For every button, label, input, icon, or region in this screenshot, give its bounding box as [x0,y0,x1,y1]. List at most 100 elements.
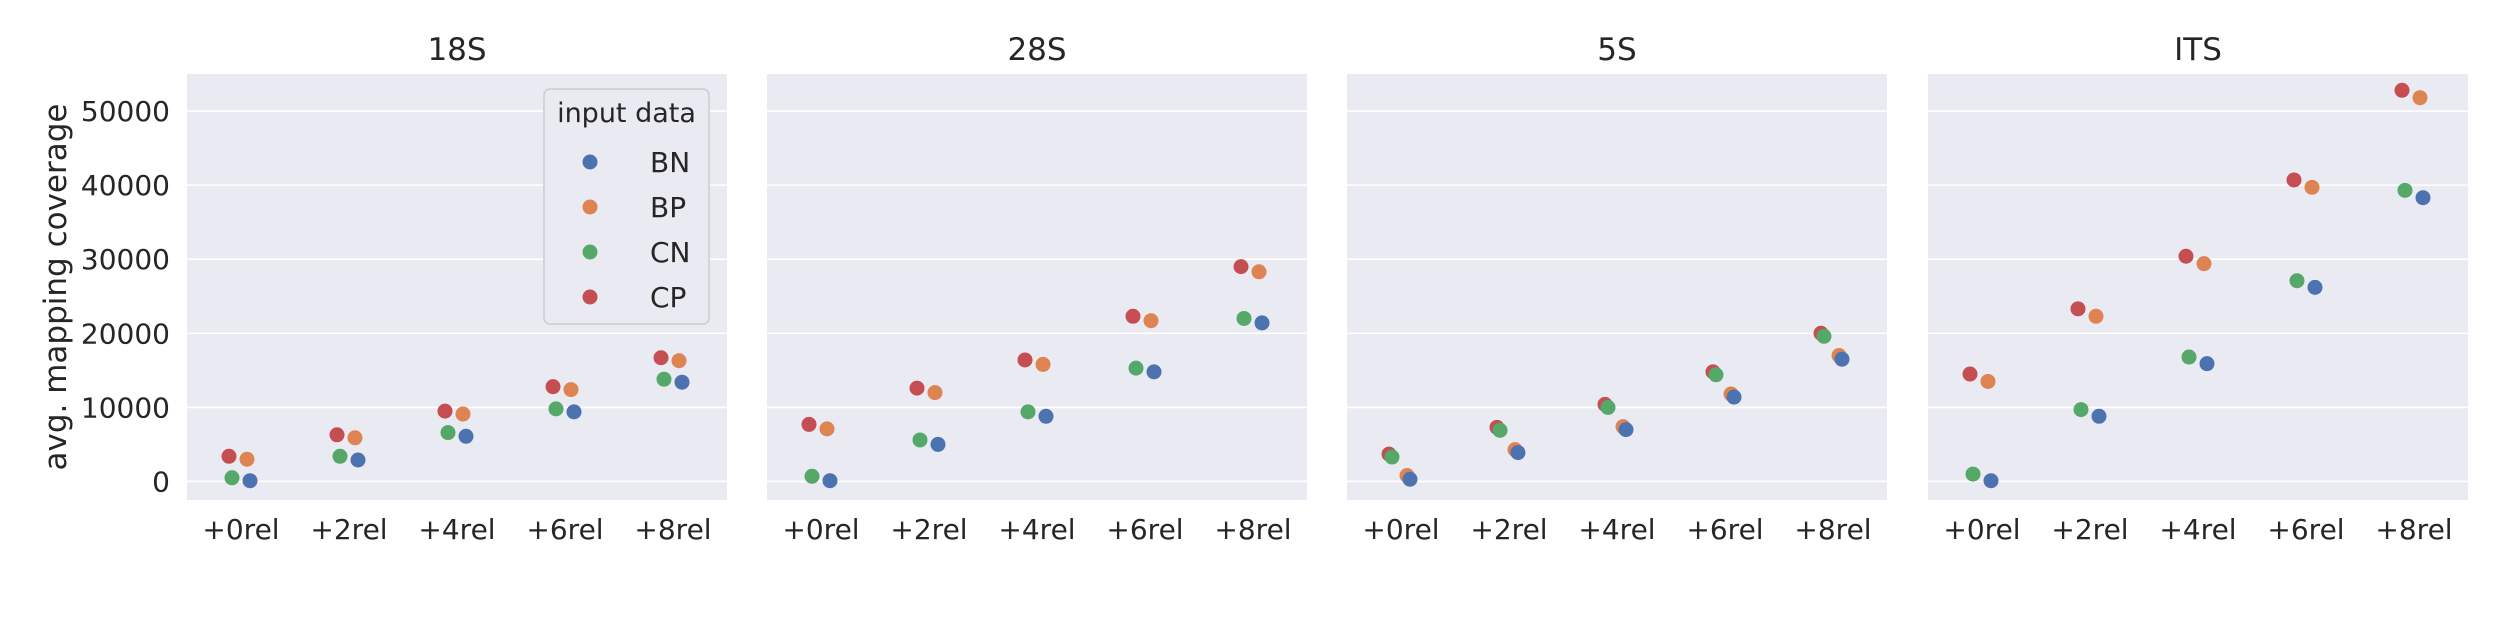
data-point-cp [545,379,561,395]
data-point-bn [930,436,946,452]
x-tick-label: +4rel [998,513,1075,546]
plot-area [767,74,1307,500]
panel-title: ITS [2174,32,2222,68]
data-point-cp [801,416,817,432]
legend-marker-bn [582,154,598,170]
data-point-cn [2289,273,2305,289]
data-point-bn [2199,356,2215,372]
y-tick-label: 0 [152,465,170,498]
legend-marker-cp [582,289,598,305]
data-point-cp [1962,366,1978,382]
data-point-bn [1834,351,1850,367]
legend-marker-bp [582,199,598,215]
x-tick-label: +8rel [1214,513,1291,546]
data-point-bp [1143,313,1159,329]
x-tick-label: +2rel [310,513,387,546]
data-point-cn [2397,182,2413,198]
panel-5s: 5S +0rel +2rel +4rel +6rel +8rel [1347,32,1887,546]
x-tick-label: +4rel [2159,513,2236,546]
data-point-cn [2073,402,2089,418]
data-point-cn [1020,404,1036,420]
data-point-bn [1726,389,1742,405]
data-point-cp [221,448,237,464]
data-point-cp [909,380,925,396]
data-point-cn [1965,466,1981,482]
y-tick-label: 30000 [81,243,170,276]
x-tick-label: +0rel [1943,513,2020,546]
panel-28s: 28S +0rel +2rel +4rel +6rel +8rel [767,32,1307,546]
x-tick-label: +0rel [782,513,859,546]
data-point-cn [1708,367,1724,383]
y-tick-label: 50000 [81,95,170,128]
data-point-cn [1816,328,1832,344]
data-point-bp [2088,308,2104,324]
data-point-bn [1983,473,1999,489]
plot-area [1347,74,1887,500]
data-point-bp [1251,264,1267,280]
data-point-cn [1128,360,1144,376]
x-tick-label: +2rel [890,513,967,546]
data-point-cn [1384,449,1400,465]
data-point-cn [1492,422,1508,438]
y-tick-label: 20000 [81,317,170,350]
data-point-cp [1233,259,1249,275]
data-point-bp [1980,373,1996,389]
data-point-bp [455,406,471,422]
data-point-bn [1146,364,1162,380]
y-tick-label: 10000 [81,391,170,424]
legend: input data BN BP CN CP [543,88,710,325]
x-tick-label: +4rel [1578,513,1655,546]
data-point-bn [350,452,366,468]
data-point-bn [822,473,838,489]
data-point-cn [2181,349,2197,365]
data-point-bp [563,382,579,398]
data-point-bn [242,473,258,489]
data-point-bp [2196,256,2212,272]
legend-label: CN [650,236,691,269]
legend-label: BP [650,191,686,224]
data-point-cn [1236,310,1252,326]
data-point-bn [2307,279,2323,295]
y-axis-label: avg. mapping coverage [38,104,74,471]
x-tick-label: +6rel [1686,513,1763,546]
data-point-cn [912,432,928,448]
data-point-cp [2286,172,2302,188]
data-point-bn [2091,408,2107,424]
data-point-cp [329,427,345,443]
data-point-cn [224,470,240,486]
data-point-bn [2415,190,2431,206]
x-tick-label: +8rel [2375,513,2452,546]
legend-label: CP [650,281,686,314]
data-point-bn [1618,422,1634,438]
data-point-bp [1035,356,1051,372]
data-point-cn [656,371,672,387]
panel-title: 5S [1597,32,1636,68]
data-point-cp [653,350,669,366]
plot-area [1928,74,2468,500]
panel-title: 28S [1007,32,1066,68]
data-point-bp [671,353,687,369]
x-tick-label: +8rel [1794,513,1871,546]
data-point-cp [2394,82,2410,98]
panel-title: 18S [427,32,486,68]
x-tick-label: +0rel [202,513,279,546]
data-point-bp [347,430,363,446]
data-point-bn [566,404,582,420]
data-point-bn [1038,408,1054,424]
y-tick-label: 40000 [81,169,170,202]
data-point-bn [1402,471,1418,487]
data-point-bn [1510,445,1526,461]
x-tick-label: +6rel [1106,513,1183,546]
data-point-cn [440,425,456,441]
data-point-bp [819,421,835,437]
legend-title: input data [557,98,696,129]
x-tick-label: +6rel [526,513,603,546]
data-point-bn [674,374,690,390]
data-point-cp [1017,352,1033,368]
x-tick-label: +8rel [634,513,711,546]
data-point-cp [2178,248,2194,264]
data-point-bn [458,428,474,444]
legend-box [543,88,710,325]
data-point-bp [927,385,943,401]
data-point-cn [548,401,564,417]
